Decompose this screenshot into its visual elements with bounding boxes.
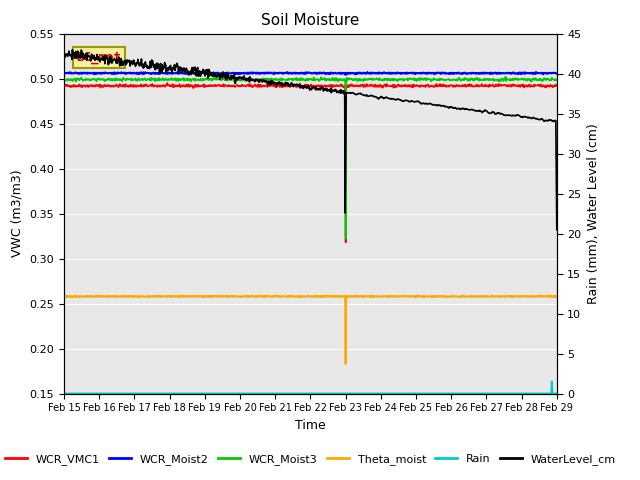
Text: BC_met: BC_met: [76, 51, 122, 64]
X-axis label: Time: Time: [295, 419, 326, 432]
Y-axis label: VWC (m3/m3): VWC (m3/m3): [11, 170, 24, 257]
Y-axis label: Rain (mm), Water Level (cm): Rain (mm), Water Level (cm): [587, 123, 600, 304]
Legend: WCR_VMC1, WCR_Moist2, WCR_Moist3, Theta_moist, Rain, WaterLevel_cm: WCR_VMC1, WCR_Moist2, WCR_Moist3, Theta_…: [1, 450, 620, 469]
Title: Soil Moisture: Soil Moisture: [261, 13, 360, 28]
